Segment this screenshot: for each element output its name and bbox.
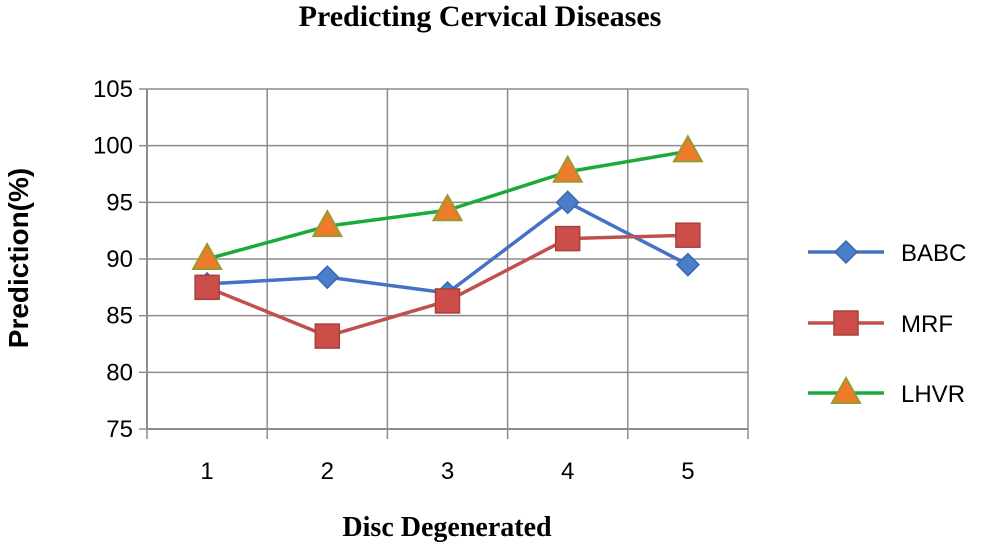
x-tick-label-2: 2 (321, 458, 334, 485)
legend-label-lhvr: LHVR (901, 381, 965, 408)
legend-label-mrf: MRF (901, 311, 953, 338)
axes (139, 88, 749, 439)
y-axis-title: Prediction(%) (3, 168, 34, 348)
grid-lines (146, 88, 749, 429)
point-lhvr-2 (311, 209, 344, 238)
point-babc-4 (555, 190, 580, 215)
y-tick-label-85: 85 (106, 303, 133, 330)
point-babc-5 (675, 252, 700, 277)
series-lines (191, 134, 704, 349)
legend-marker-mrf (833, 310, 859, 336)
legend-label-babc: BABC (901, 240, 966, 267)
point-babc-2 (315, 265, 340, 290)
point-mrf-4 (554, 225, 581, 252)
x-tick-label-5: 5 (681, 458, 694, 485)
y-tick-label-105: 105 (93, 76, 133, 103)
legend: BABC MRF LHVR (808, 239, 966, 408)
point-lhvr-4 (551, 154, 584, 183)
tick-labels: 75 80 85 90 95 100 105 1 2 3 4 5 (93, 76, 695, 485)
point-lhvr-1 (191, 241, 223, 270)
chart-title: Predicting Cervical Diseases (299, 0, 662, 33)
legend-marker-lhvr (830, 375, 862, 404)
point-mrf-2 (314, 323, 341, 349)
y-tick-label-100: 100 (93, 133, 133, 160)
point-mrf-3 (434, 288, 461, 314)
x-tick-label-4: 4 (561, 458, 574, 485)
legend-marker-babc (833, 239, 859, 265)
y-tick-label-80: 80 (106, 359, 133, 386)
x-axis-title: Disc Degenerated (342, 512, 552, 543)
x-tick-label-1: 1 (200, 458, 213, 485)
point-mrf-5 (675, 222, 701, 248)
point-lhvr-5 (672, 134, 704, 163)
y-tick-label-95: 95 (106, 189, 133, 216)
x-tick-label-3: 3 (441, 458, 454, 485)
point-lhvr-3 (431, 193, 464, 222)
point-mrf-1 (194, 274, 220, 301)
y-tick-label-90: 90 (106, 246, 133, 273)
y-tick-label-75: 75 (106, 416, 133, 443)
